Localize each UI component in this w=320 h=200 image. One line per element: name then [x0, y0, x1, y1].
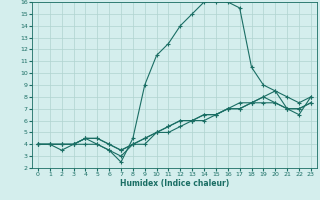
X-axis label: Humidex (Indice chaleur): Humidex (Indice chaleur): [120, 179, 229, 188]
